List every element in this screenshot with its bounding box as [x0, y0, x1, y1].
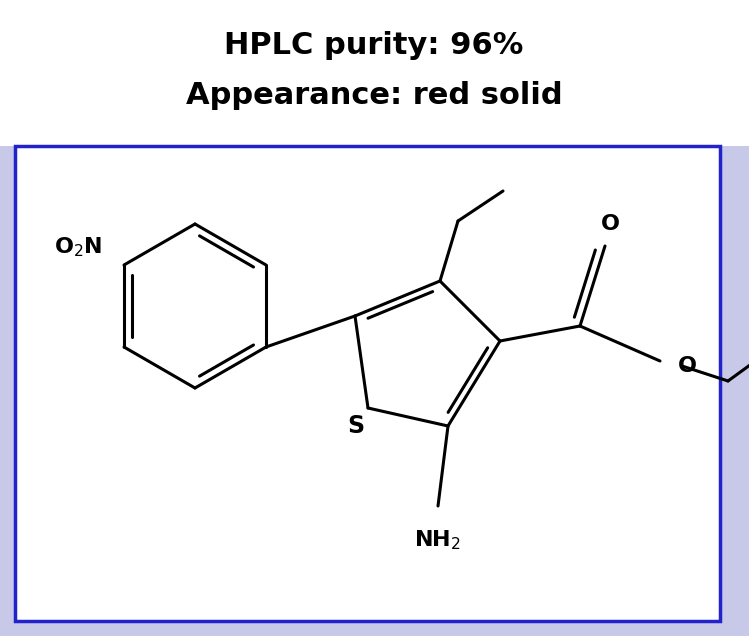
- Bar: [0, 0, 749, 146]
- Text: NH$_2$: NH$_2$: [414, 528, 461, 551]
- Text: O$_2$N: O$_2$N: [54, 235, 102, 259]
- Text: Appearance: red solid: Appearance: red solid: [186, 81, 562, 111]
- FancyBboxPatch shape: [15, 146, 720, 621]
- Text: O: O: [601, 214, 619, 234]
- Text: HPLC purity: 96%: HPLC purity: 96%: [224, 32, 524, 60]
- Text: O: O: [678, 356, 697, 376]
- Text: S: S: [348, 414, 365, 438]
